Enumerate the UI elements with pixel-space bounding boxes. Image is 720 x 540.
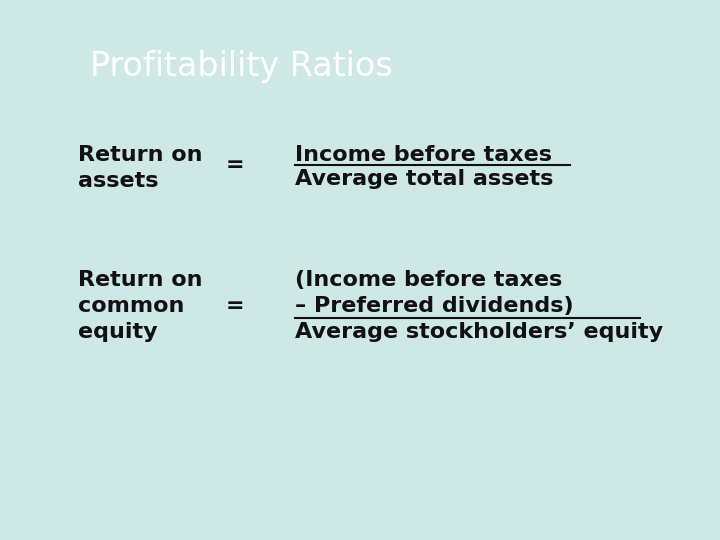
Text: Profitability Ratios: Profitability Ratios [90,50,392,83]
Text: =: = [225,155,244,175]
Text: assets: assets [78,171,158,191]
Text: – Preferred dividends): – Preferred dividends) [295,296,574,316]
Text: Average total assets: Average total assets [295,169,554,189]
Text: =: = [225,296,244,316]
Text: common: common [78,296,184,316]
Text: Income before taxes: Income before taxes [295,145,552,165]
Text: equity: equity [78,322,158,342]
Text: (Income before taxes: (Income before taxes [295,270,562,290]
Text: Return on: Return on [78,270,202,290]
Text: Return on: Return on [78,145,202,165]
Text: Average stockholders’ equity: Average stockholders’ equity [295,322,663,342]
